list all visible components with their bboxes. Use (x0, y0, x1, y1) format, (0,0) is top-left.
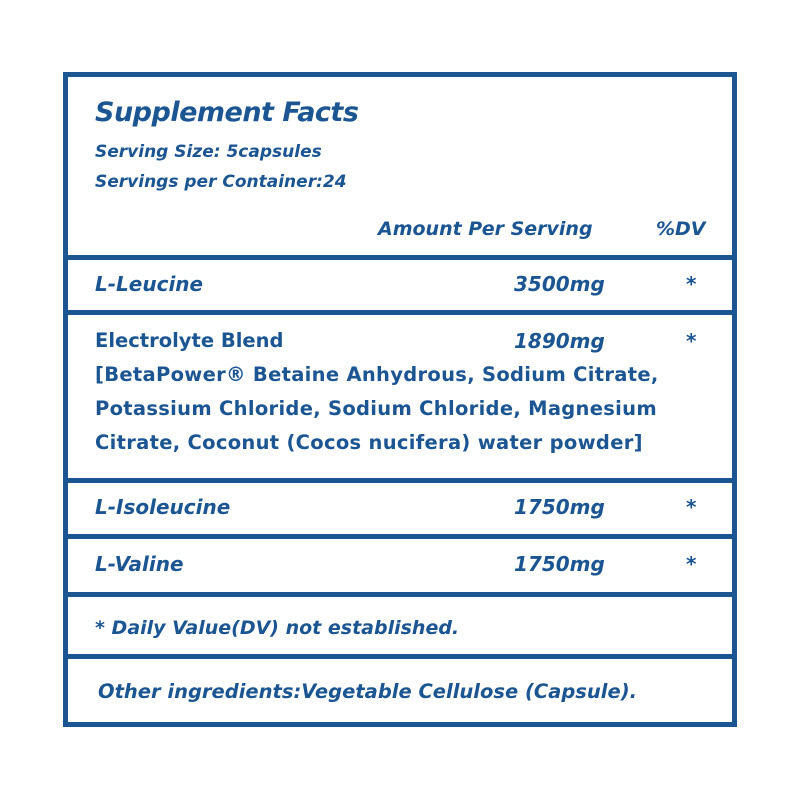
nutrient-dv-electrolyte: * (686, 329, 697, 353)
blend-detail-line: [BetaPower® Betaine Anhydrous, Sodium Ci… (95, 363, 659, 386)
nutrient-amount-leucine: 3500mg (514, 272, 605, 296)
dv-header: %DV (656, 218, 706, 240)
divider (68, 478, 732, 483)
nutrient-dv-leucine: * (686, 272, 697, 296)
divider (68, 592, 732, 597)
blend-detail-line: Potassium Chloride, Sodium Chloride, Mag… (95, 397, 657, 420)
nutrient-name-electrolyte: Electrolyte Blend (95, 329, 284, 352)
nutrient-name-valine: L-Valine (95, 552, 184, 576)
panel-title: Supplement Facts (95, 97, 359, 128)
servings-per-container: Servings per Container:24 (95, 172, 347, 192)
dv-footnote: * Daily Value(DV) not established. (95, 617, 460, 639)
divider (68, 534, 732, 539)
serving-size: Serving Size: 5capsules (95, 142, 322, 162)
nutrient-amount-electrolyte: 1890mg (514, 329, 605, 353)
nutrient-amount-valine: 1750mg (514, 552, 605, 576)
nutrient-name-leucine: L-Leucine (95, 272, 204, 296)
divider (68, 310, 732, 315)
blend-detail-line: Citrate, Coconut (Cocos nucifera) water … (95, 431, 643, 454)
nutrient-amount-isoleucine: 1750mg (514, 495, 605, 519)
divider (68, 654, 732, 659)
nutrient-dv-valine: * (686, 552, 697, 576)
nutrient-name-isoleucine: L-Isoleucine (95, 495, 231, 519)
divider (68, 255, 732, 260)
nutrient-dv-isoleucine: * (686, 495, 697, 519)
other-ingredients: Other ingredients:Vegetable Cellulose (C… (98, 680, 638, 703)
amount-per-serving-header: Amount Per Serving (378, 218, 593, 240)
supplement-facts-panel: Supplement Facts Serving Size: 5capsules… (63, 72, 737, 727)
